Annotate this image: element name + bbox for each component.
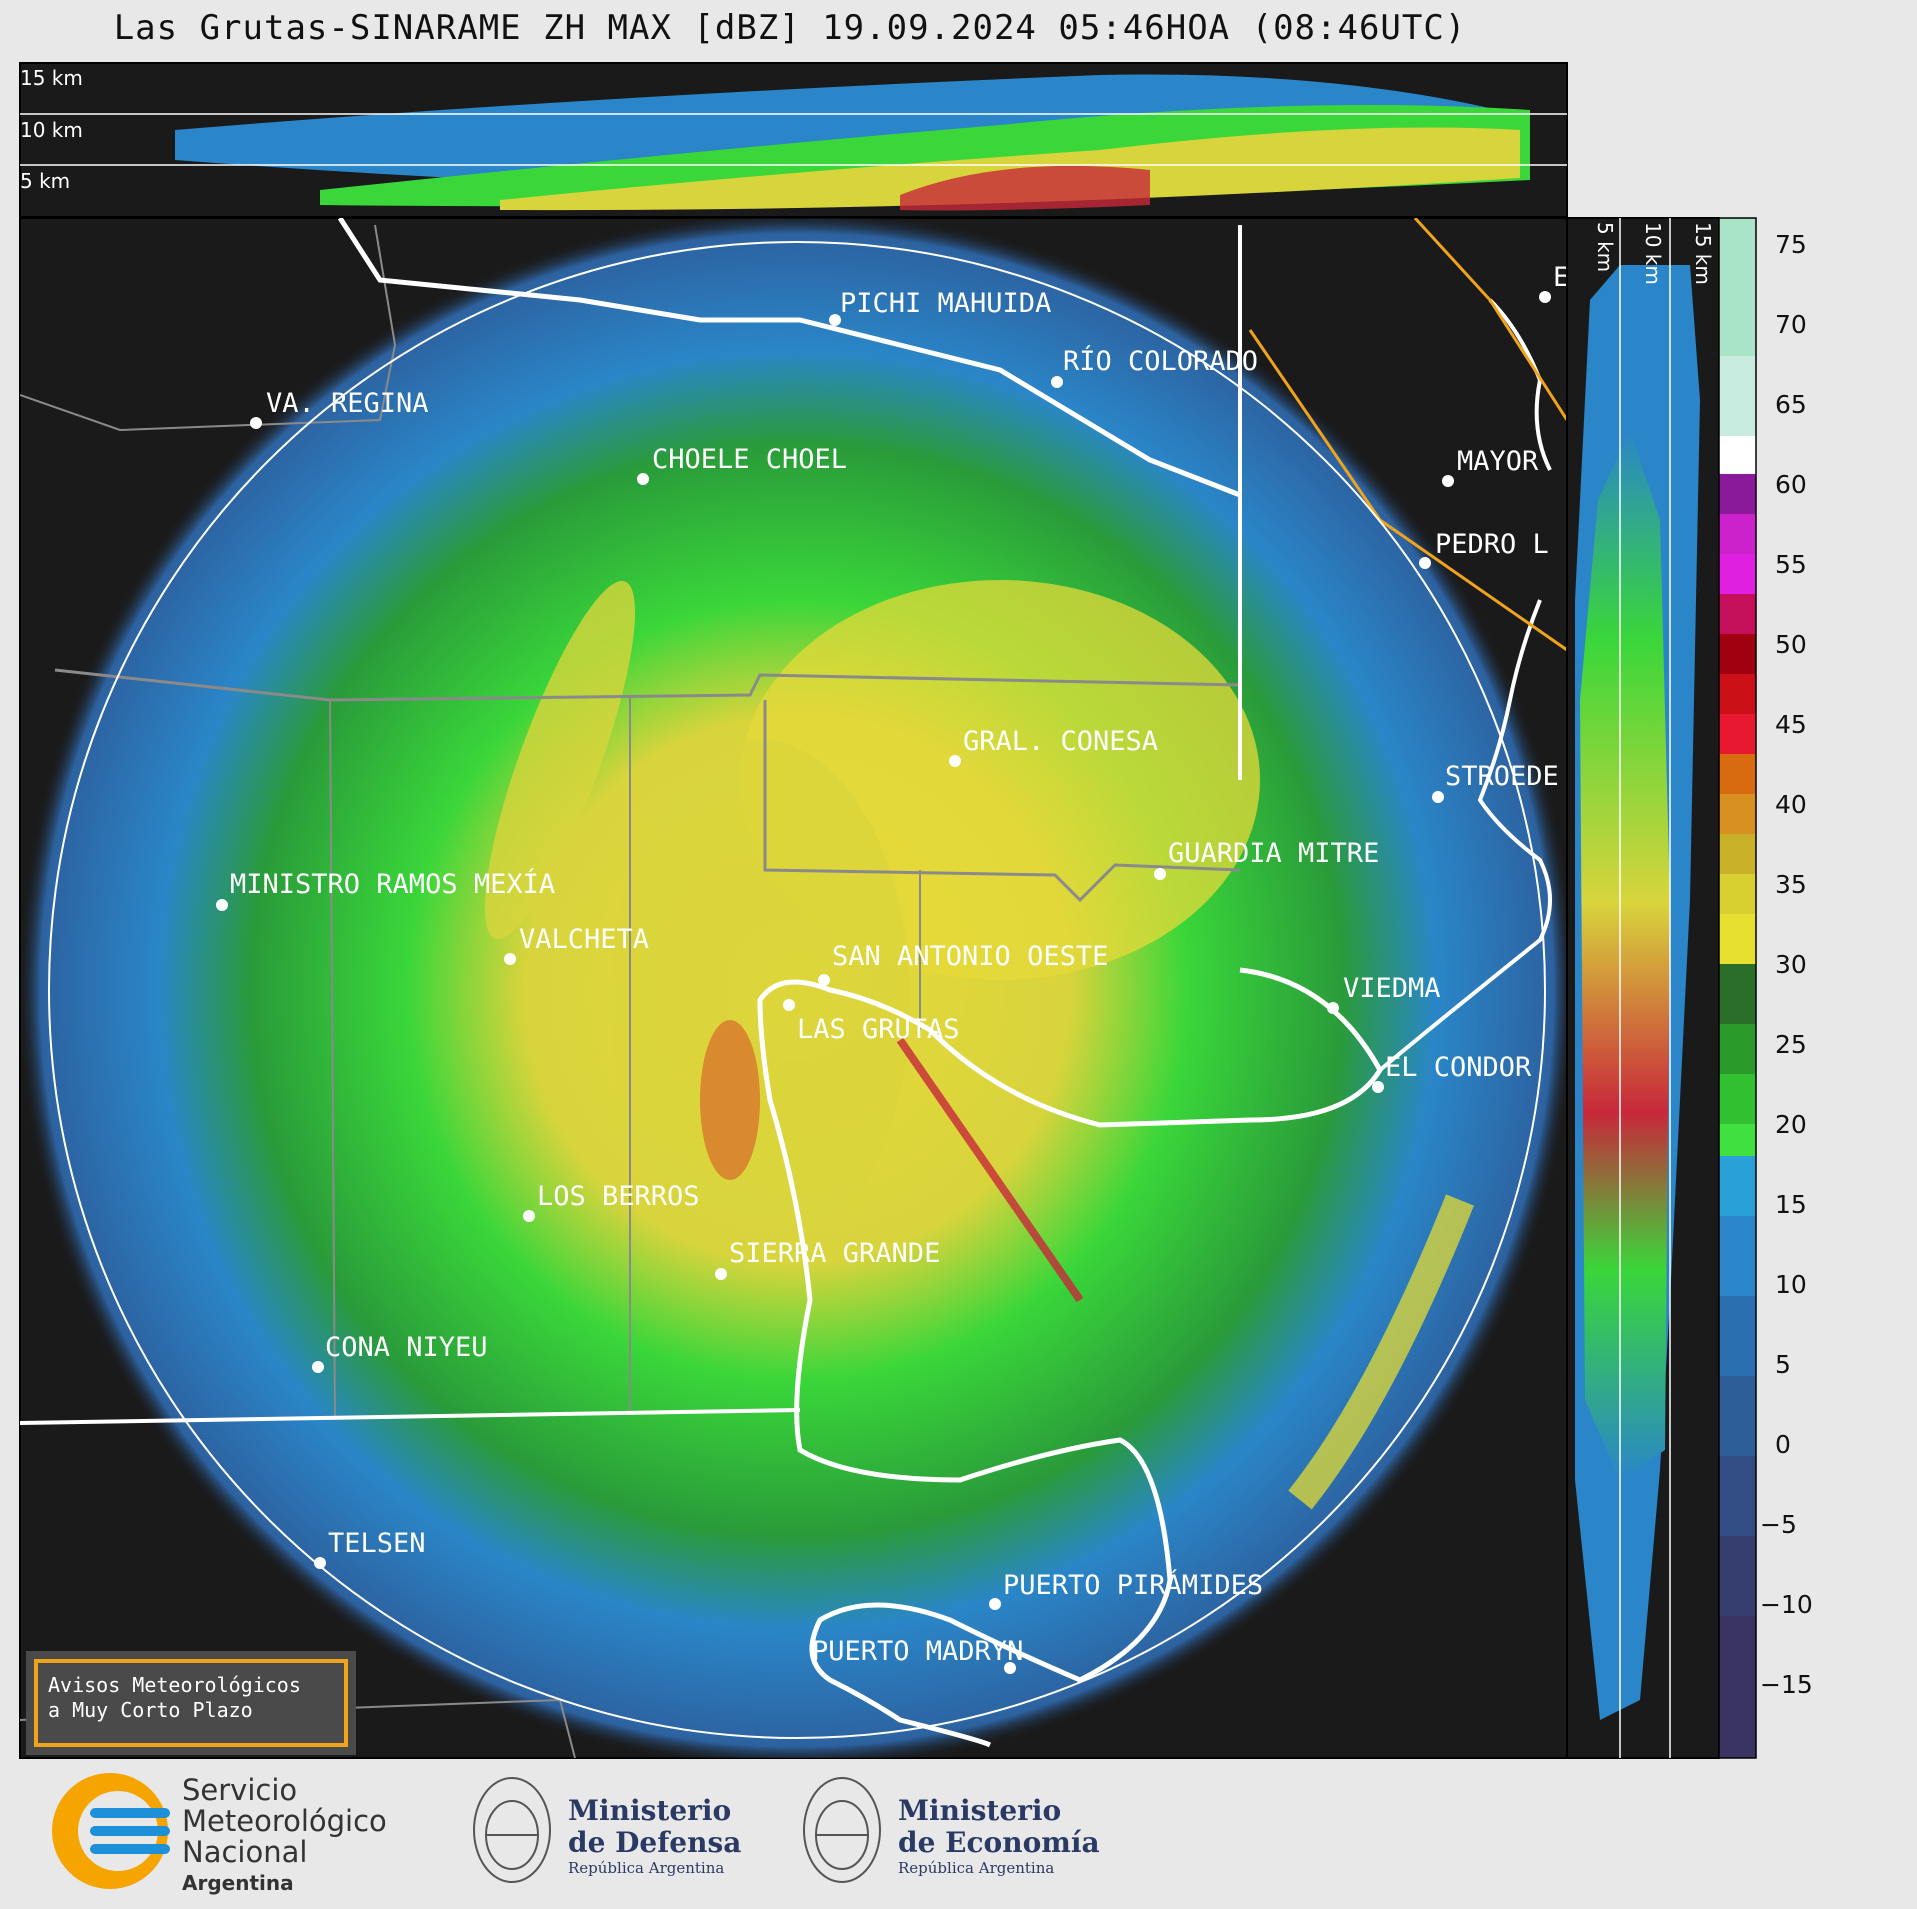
cb-tick-5: 5 <box>1775 1350 1791 1379</box>
smn-logo <box>52 1773 170 1889</box>
economia-line-3: República Argentina <box>898 1859 1055 1877</box>
defensa-coat-of-arms <box>473 1777 551 1883</box>
place-san-antonio-oeste: SAN ANTONIO OESTE <box>832 941 1108 972</box>
cb-tick-minus-5: −5 <box>1760 1510 1797 1539</box>
cb-tick-50: 50 <box>1775 630 1807 659</box>
place-puerto-madryn: PUERTO MADRYN <box>812 1636 1023 1667</box>
map-title: Las Grutas-SINARAME ZH MAX [dBZ] 19.09.2… <box>113 8 1467 48</box>
smn-line-3: Nacional <box>182 1835 308 1869</box>
warning-line-1: Avisos Meteorológicos <box>48 1673 301 1697</box>
defensa-line-2: de Defensa <box>568 1826 742 1859</box>
cb-tick-45: 45 <box>1775 710 1807 739</box>
place-los-berros: LOS BERROS <box>537 1181 700 1212</box>
economia-coat-of-arms <box>803 1777 881 1883</box>
defensa-name: Ministerio de Defensa República Argentin… <box>568 1794 742 1878</box>
radar-map: PICHI MAHUIDA RÍO COLORADO VA. REGINA CH… <box>19 217 1569 1759</box>
cb-tick-65: 65 <box>1775 390 1807 419</box>
cb-tick-30: 30 <box>1775 950 1807 979</box>
economia-line-2: de Economía <box>898 1826 1100 1859</box>
top-height-15: 15 km <box>20 66 83 90</box>
place-stroede: STROEDE <box>1445 761 1559 792</box>
place-rio-colorado: RÍO COLORADO <box>1063 345 1258 377</box>
colorbar: 75 70 65 60 55 50 45 40 35 30 25 20 15 1… <box>1718 217 1813 1759</box>
top-height-5: 5 km <box>20 169 70 193</box>
cb-tick-40: 40 <box>1775 790 1807 819</box>
smn-line-4: Argentina <box>182 1871 294 1895</box>
place-guardia-mitre: GUARDIA MITRE <box>1168 838 1379 869</box>
place-las-grutas: LAS GRUTAS <box>797 1014 960 1045</box>
cb-tick-25: 25 <box>1775 1030 1807 1059</box>
side-cross-section: 5 km 10 km 15 km <box>1566 217 1720 1759</box>
top-cross-section: 15 km 10 km 5 km <box>19 62 1568 218</box>
place-choele-choel: CHOELE CHOEL <box>652 444 847 475</box>
place-mayor: MAYOR <box>1457 446 1539 477</box>
side-height-15: 15 km <box>1691 222 1715 285</box>
place-pichi-mahuida: PICHI MAHUIDA <box>840 288 1051 319</box>
place-sierra-grande: SIERRA GRANDE <box>729 1238 940 1269</box>
warning-line-2: a Muy Corto Plazo <box>48 1698 253 1722</box>
place-e: E <box>1553 262 1569 293</box>
defensa-line-1: Ministerio <box>568 1794 732 1827</box>
place-valcheta: VALCHETA <box>519 924 649 955</box>
top-height-10: 10 km <box>20 118 83 142</box>
cb-tick-70: 70 <box>1775 310 1807 339</box>
cb-tick-20: 20 <box>1775 1110 1807 1139</box>
smn-line-2: Meteorológico <box>182 1804 387 1838</box>
smn-name: Servicio Meteorológico Nacional Argentin… <box>182 1775 387 1899</box>
side-height-5: 5 km <box>1593 222 1617 272</box>
place-el-condor: EL CONDOR <box>1385 1052 1532 1083</box>
place-labels: PICHI MAHUIDA RÍO COLORADO VA. REGINA CH… <box>216 262 1569 1674</box>
place-telsen: TELSEN <box>328 1528 426 1559</box>
cb-tick-35: 35 <box>1775 870 1807 899</box>
smn-line-1: Servicio <box>182 1773 298 1807</box>
side-height-10: 10 km <box>1641 222 1665 285</box>
cb-tick-15: 15 <box>1775 1190 1807 1219</box>
cb-tick-0: 0 <box>1775 1430 1791 1459</box>
place-viedma: VIEDMA <box>1343 973 1441 1004</box>
place-ministro-ramos-mexia: MINISTRO RAMOS MEXÍA <box>230 868 555 900</box>
cb-tick-10: 10 <box>1775 1270 1807 1299</box>
economia-line-1: Ministerio <box>898 1794 1062 1827</box>
place-gral-conesa: GRAL. CONESA <box>963 726 1158 757</box>
cb-tick-minus-10: −10 <box>1760 1590 1813 1619</box>
warning-badge[interactable]: Avisos Meteorológicos a Muy Corto Plazo <box>26 1651 356 1755</box>
cb-tick-75: 75 <box>1775 230 1807 259</box>
cb-tick-55: 55 <box>1775 550 1807 579</box>
cb-tick-minus-15: −15 <box>1760 1670 1813 1699</box>
place-cona-niyeu: CONA NIYEU <box>325 1332 488 1363</box>
economia-name: Ministerio de Economía República Argenti… <box>898 1794 1100 1878</box>
place-puerto-piramides: PUERTO PIRÁMIDES <box>1003 1569 1263 1601</box>
place-pedro-l: PEDRO L <box>1435 529 1549 560</box>
cb-tick-60: 60 <box>1775 470 1807 499</box>
place-va-regina: VA. REGINA <box>266 388 429 419</box>
defensa-line-3: República Argentina <box>568 1859 725 1877</box>
